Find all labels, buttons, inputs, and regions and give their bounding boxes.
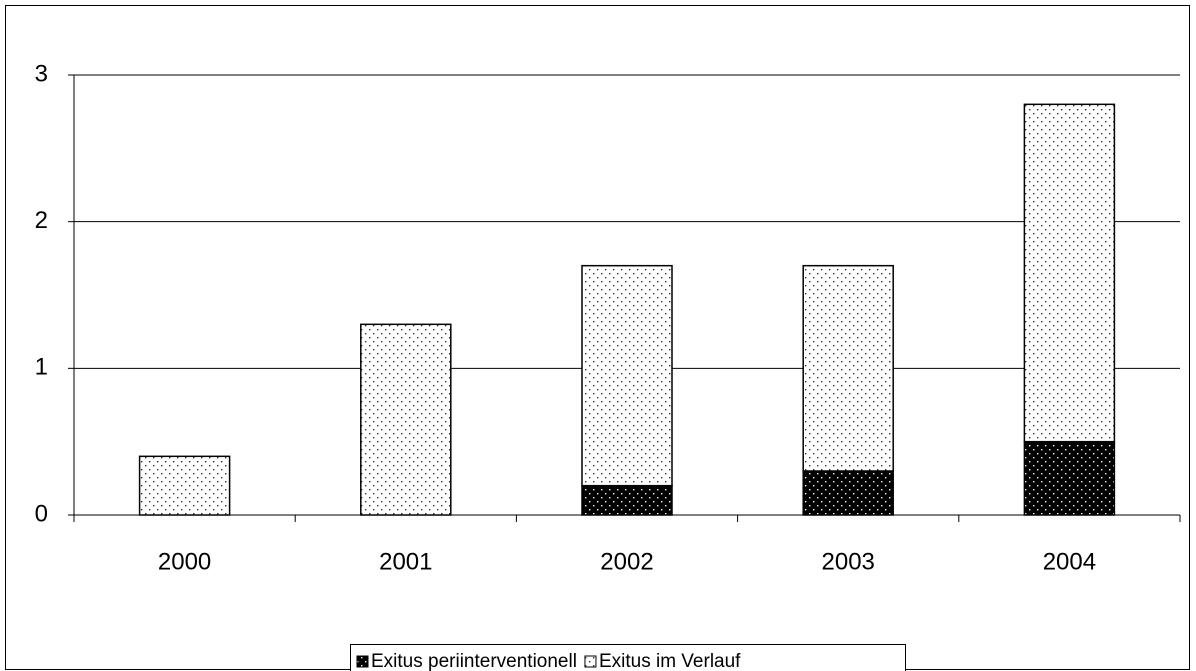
legend-label: Exitus im Verlauf [599, 651, 741, 671]
bar-segment [581, 484, 673, 516]
x-tick-label: 2004 [1043, 548, 1096, 575]
y-tick-label: 0 [35, 500, 48, 527]
legend-swatch [584, 655, 597, 668]
legend-swatch [356, 655, 369, 668]
bar-segment [1023, 103, 1116, 443]
x-tick-label: 2003 [822, 548, 875, 575]
y-tick-label: 1 [35, 354, 48, 381]
y-tick-label: 2 [35, 207, 48, 234]
x-tick-label: 2002 [600, 548, 653, 575]
y-tick-label: 3 [35, 60, 48, 87]
bar-segment [581, 264, 673, 487]
legend-label: Exitus periinterventionell [371, 651, 577, 671]
x-tick-label: 2001 [379, 548, 432, 575]
bar-segment [802, 264, 894, 472]
bar-segment [1023, 440, 1116, 516]
bar-segment [802, 470, 894, 516]
bar-segment [138, 455, 231, 516]
bar-segment [360, 323, 452, 516]
legend-box [350, 644, 906, 671]
x-tick-label: 2000 [158, 548, 211, 575]
